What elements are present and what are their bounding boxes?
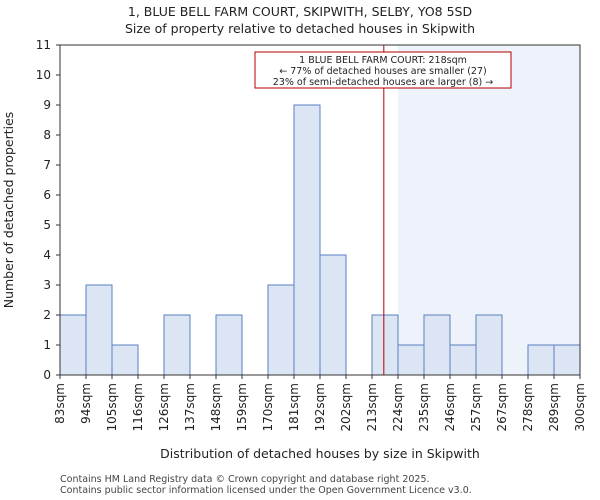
y-tick-label: 3	[43, 278, 51, 292]
x-tick-label: 289sqm	[547, 383, 561, 431]
x-tick-label: 105sqm	[105, 383, 119, 431]
footer-copyright: Contains HM Land Registry data © Crown c…	[60, 474, 430, 485]
bar-257sqm	[475, 314, 503, 376]
x-tick-label: 159sqm	[235, 383, 249, 431]
bar-246sqm	[449, 344, 477, 376]
y-axis-ticks: 0 1 2 3 4 5 6 7 8 9 10 11	[36, 38, 60, 382]
bars-group	[59, 104, 581, 376]
annotation-frame	[254, 51, 512, 89]
bar-94sqm	[85, 284, 113, 376]
x-tick-label: 257sqm	[469, 383, 483, 431]
x-tick-label: 213sqm	[365, 383, 379, 431]
histogram-chart: 1, BLUE BELL FARM COURT, SKIPWITH, SELBY…	[1, 4, 587, 461]
annotation-line-1: 1 BLUE BELL FARM COURT: 218sqm	[299, 55, 467, 66]
bar-126sqm	[163, 314, 191, 376]
x-tick-label: 267sqm	[495, 383, 509, 431]
x-tick-label: 94sqm	[79, 383, 93, 424]
annotation-box: 1 BLUE BELL FARM COURT: 218sqm ← 77% of …	[254, 51, 512, 89]
annotation-line-2: ← 77% of detached houses are smaller (27…	[279, 66, 486, 77]
bar-224sqm	[397, 344, 425, 376]
y-tick-label: 10	[36, 68, 51, 82]
x-tick-label: 126sqm	[157, 383, 171, 431]
y-tick-label: 9	[43, 98, 51, 112]
y-tick-label: 5	[43, 218, 51, 232]
x-tick-label: 170sqm	[261, 383, 275, 431]
x-tick-label: 83sqm	[53, 383, 67, 424]
x-tick-label: 246sqm	[443, 383, 457, 431]
x-tick-label: 300sqm	[573, 383, 587, 431]
x-axis-label: Distribution of detached houses by size …	[160, 446, 480, 461]
bar-213sqm	[371, 314, 399, 376]
x-tick-label: 137sqm	[183, 383, 197, 431]
y-tick-label: 6	[43, 188, 51, 202]
x-tick-label: 202sqm	[339, 383, 353, 431]
bar-105sqm	[111, 344, 139, 376]
y-tick-label: 1	[43, 338, 51, 352]
bar-148sqm	[215, 314, 243, 376]
y-tick-label: 11	[36, 38, 51, 52]
bar-192sqm	[319, 254, 347, 376]
x-tick-label: 192sqm	[313, 383, 327, 431]
y-tick-label: 8	[43, 128, 51, 142]
bar-289sqm	[553, 344, 581, 376]
chart-title: 1, BLUE BELL FARM COURT, SKIPWITH, SELBY…	[128, 4, 472, 19]
y-tick-label: 2	[43, 308, 51, 322]
x-tick-label: 235sqm	[417, 383, 431, 431]
y-axis-label: Number of detached properties	[1, 112, 16, 309]
x-axis-ticks: 83sqm 94sqm 105sqm 116sqm 126sqm 137sqm 148sqm…	[53, 375, 587, 431]
annotation-line-3: 23% of semi-detached houses are larger (…	[273, 77, 493, 88]
bar-235sqm	[423, 314, 451, 376]
footer-licence: Contains public sector information licen…	[60, 485, 472, 496]
y-tick-label: 4	[43, 248, 51, 262]
bar-170sqm	[267, 284, 295, 376]
bar-181sqm	[293, 104, 321, 376]
x-tick-label: 278sqm	[521, 383, 535, 431]
x-tick-label: 116sqm	[131, 383, 145, 431]
x-tick-label: 181sqm	[287, 383, 301, 431]
x-tick-label: 224sqm	[391, 383, 405, 431]
y-tick-label: 0	[43, 368, 51, 382]
plot-frame	[59, 44, 581, 376]
x-tick-label: 148sqm	[209, 383, 223, 431]
bar-278sqm	[527, 344, 555, 376]
bar-83sqm	[59, 314, 87, 376]
y-tick-label: 7	[43, 158, 51, 172]
chart-subtitle: Size of property relative to detached ho…	[125, 21, 475, 36]
